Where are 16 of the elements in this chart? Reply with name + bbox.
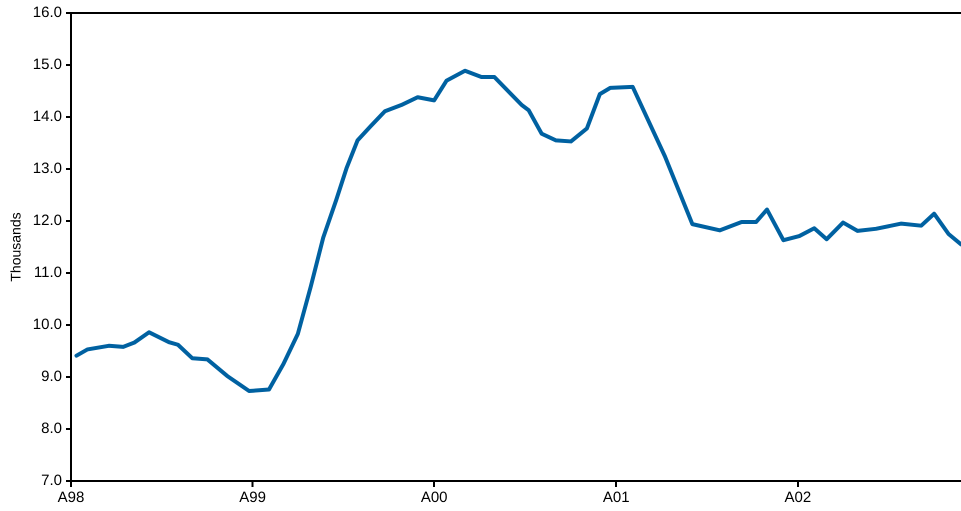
y-tick-label: 7.0 xyxy=(41,472,62,490)
y-tick-label: 15.0 xyxy=(32,56,62,74)
y-axis-title: Thousands xyxy=(7,212,24,282)
x-tick-label: A99 xyxy=(239,489,266,506)
y-tick-label: 16.0 xyxy=(32,4,62,22)
y-tick-label: 10.0 xyxy=(32,316,62,334)
y-tick-label: 14.0 xyxy=(32,108,62,126)
x-tick-label: A01 xyxy=(602,489,630,506)
y-tick-label: 9.0 xyxy=(41,368,62,386)
y-tick-label: 8.0 xyxy=(41,420,62,438)
x-tick-label: A02 xyxy=(784,489,812,506)
y-tick-label: 11.0 xyxy=(34,264,62,282)
x-tick-label: A00 xyxy=(420,489,448,506)
x-tick-label: A98 xyxy=(58,489,84,506)
y-tick-label: 13.0 xyxy=(32,160,62,178)
y-tick-label: 12.0 xyxy=(32,212,62,230)
